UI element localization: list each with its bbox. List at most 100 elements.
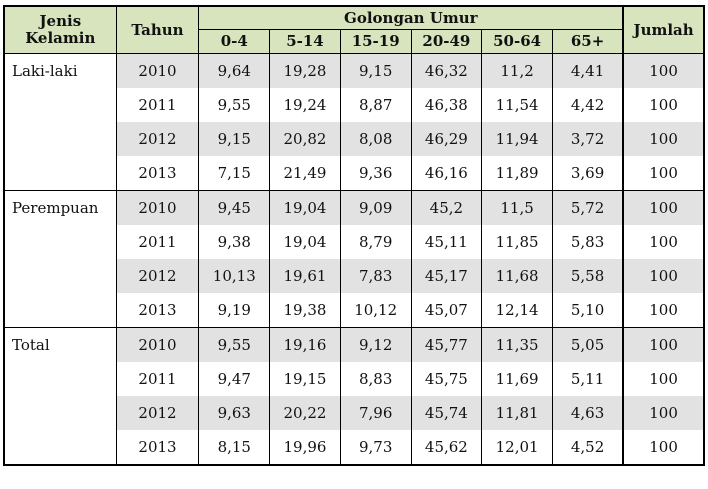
cell-percentage: 45,62 bbox=[410, 430, 483, 466]
cell-year: 2013 bbox=[115, 156, 200, 191]
cell-percentage: 11,94 bbox=[481, 122, 553, 156]
header-age-band: 0-4 bbox=[198, 29, 271, 54]
header-age-band: 20-49 bbox=[410, 29, 483, 54]
cell-percentage: 9,64 bbox=[198, 53, 271, 88]
cell-sex bbox=[3, 430, 117, 466]
table-row: 2012 9,63 20,22 7,96 45,74 11,81 4,63 100 bbox=[3, 396, 705, 430]
cell-percentage: 11,69 bbox=[481, 362, 553, 396]
cell-percentage: 5,58 bbox=[551, 259, 624, 293]
cell-sex: Laki-laki bbox=[3, 53, 117, 88]
cell-percentage: 45,77 bbox=[410, 327, 483, 362]
cell-percentage: 9,55 bbox=[198, 88, 271, 122]
cell-percentage: 19,28 bbox=[269, 53, 341, 88]
cell-total: 100 bbox=[622, 293, 705, 328]
cell-year: 2011 bbox=[115, 225, 200, 259]
cell-percentage: 3,69 bbox=[551, 156, 624, 191]
cell-year: 2010 bbox=[115, 53, 200, 88]
cell-percentage: 20,82 bbox=[269, 122, 341, 156]
cell-percentage: 8,08 bbox=[339, 122, 412, 156]
cell-percentage: 46,29 bbox=[410, 122, 483, 156]
cell-percentage: 11,54 bbox=[481, 88, 553, 122]
cell-percentage: 10,13 bbox=[198, 259, 271, 293]
cell-percentage: 7,83 bbox=[339, 259, 412, 293]
cell-percentage: 19,24 bbox=[269, 88, 341, 122]
cell-sex bbox=[3, 396, 117, 430]
cell-year: 2012 bbox=[115, 396, 200, 430]
cell-percentage: 21,49 bbox=[269, 156, 341, 191]
cell-percentage: 10,12 bbox=[339, 293, 412, 328]
cell-percentage: 11,85 bbox=[481, 225, 553, 259]
cell-percentage: 19,61 bbox=[269, 259, 341, 293]
cell-percentage: 5,10 bbox=[551, 293, 624, 328]
cell-percentage: 19,15 bbox=[269, 362, 341, 396]
table-row: Laki-laki 2010 9,64 19,28 9,15 46,32 11,2 4,41 1… bbox=[3, 53, 705, 88]
cell-year: 2011 bbox=[115, 88, 200, 122]
cell-percentage: 45,74 bbox=[410, 396, 483, 430]
cell-percentage: 8,83 bbox=[339, 362, 412, 396]
table-row: 2013 9,19 19,38 10,12 45,07 12,14 5,10 100 bbox=[3, 293, 705, 328]
cell-sex bbox=[3, 122, 117, 156]
table-row: 2011 9,47 19,15 8,83 45,75 11,69 5,11 100 bbox=[3, 362, 705, 396]
cell-percentage: 7,96 bbox=[339, 396, 412, 430]
cell-year: 2010 bbox=[115, 190, 200, 225]
cell-percentage: 19,04 bbox=[269, 190, 341, 225]
cell-percentage: 19,04 bbox=[269, 225, 341, 259]
cell-percentage: 12,01 bbox=[481, 430, 553, 466]
cell-percentage: 9,38 bbox=[198, 225, 271, 259]
cell-total: 100 bbox=[622, 327, 705, 362]
cell-percentage: 5,72 bbox=[551, 190, 624, 225]
cell-sex: Perempuan bbox=[3, 190, 117, 225]
table-row: 2013 7,15 21,49 9,36 46,16 11,89 3,69 100 bbox=[3, 156, 705, 191]
header-total: Jumlah bbox=[622, 5, 705, 54]
table-header: Jenis Kelamin Tahun Golongan Umur Jumlah… bbox=[3, 5, 705, 54]
cell-percentage: 4,52 bbox=[551, 430, 624, 466]
cell-total: 100 bbox=[622, 396, 705, 430]
cell-sex bbox=[3, 293, 117, 328]
cell-percentage: 9,63 bbox=[198, 396, 271, 430]
header-age-band: 5-14 bbox=[269, 29, 341, 54]
cell-percentage: 45,2 bbox=[410, 190, 483, 225]
cell-percentage: 11,89 bbox=[481, 156, 553, 191]
header-sex: Jenis Kelamin bbox=[3, 5, 117, 54]
cell-percentage: 19,96 bbox=[269, 430, 341, 466]
cell-year: 2012 bbox=[115, 259, 200, 293]
cell-year: 2012 bbox=[115, 122, 200, 156]
cell-percentage: 45,11 bbox=[410, 225, 483, 259]
cell-percentage: 11,5 bbox=[481, 190, 553, 225]
cell-percentage: 5,11 bbox=[551, 362, 624, 396]
cell-percentage: 3,72 bbox=[551, 122, 624, 156]
header-age-band: 65+ bbox=[551, 29, 624, 54]
header-age-band: 15-19 bbox=[339, 29, 412, 54]
table-row: 2011 9,38 19,04 8,79 45,11 11,85 5,83 100 bbox=[3, 225, 705, 259]
cell-sex bbox=[3, 88, 117, 122]
cell-sex bbox=[3, 362, 117, 396]
cell-percentage: 9,09 bbox=[339, 190, 412, 225]
cell-percentage: 45,07 bbox=[410, 293, 483, 328]
cell-total: 100 bbox=[622, 362, 705, 396]
cell-percentage: 5,05 bbox=[551, 327, 624, 362]
cell-percentage: 9,15 bbox=[339, 53, 412, 88]
table-row: 2011 9,55 19,24 8,87 46,38 11,54 4,42 100 bbox=[3, 88, 705, 122]
table-row: 2012 9,15 20,82 8,08 46,29 11,94 3,72 100 bbox=[3, 122, 705, 156]
cell-percentage: 11,81 bbox=[481, 396, 553, 430]
cell-percentage: 4,42 bbox=[551, 88, 624, 122]
cell-percentage: 20,22 bbox=[269, 396, 341, 430]
cell-total: 100 bbox=[622, 156, 705, 191]
age-distribution-table: Jenis Kelamin Tahun Golongan Umur Jumlah… bbox=[3, 5, 705, 466]
cell-percentage: 7,15 bbox=[198, 156, 271, 191]
cell-percentage: 12,14 bbox=[481, 293, 553, 328]
cell-percentage: 45,17 bbox=[410, 259, 483, 293]
cell-percentage: 19,16 bbox=[269, 327, 341, 362]
cell-percentage: 9,47 bbox=[198, 362, 271, 396]
cell-percentage: 8,87 bbox=[339, 88, 412, 122]
cell-total: 100 bbox=[622, 259, 705, 293]
cell-percentage: 9,73 bbox=[339, 430, 412, 466]
cell-percentage: 9,45 bbox=[198, 190, 271, 225]
table-body: Laki-laki 2010 9,64 19,28 9,15 46,32 11,2 4,41 1… bbox=[3, 53, 705, 466]
cell-percentage: 45,75 bbox=[410, 362, 483, 396]
cell-total: 100 bbox=[622, 53, 705, 88]
cell-percentage: 9,55 bbox=[198, 327, 271, 362]
cell-total: 100 bbox=[622, 122, 705, 156]
cell-sex bbox=[3, 156, 117, 191]
header-year: Tahun bbox=[115, 5, 200, 54]
